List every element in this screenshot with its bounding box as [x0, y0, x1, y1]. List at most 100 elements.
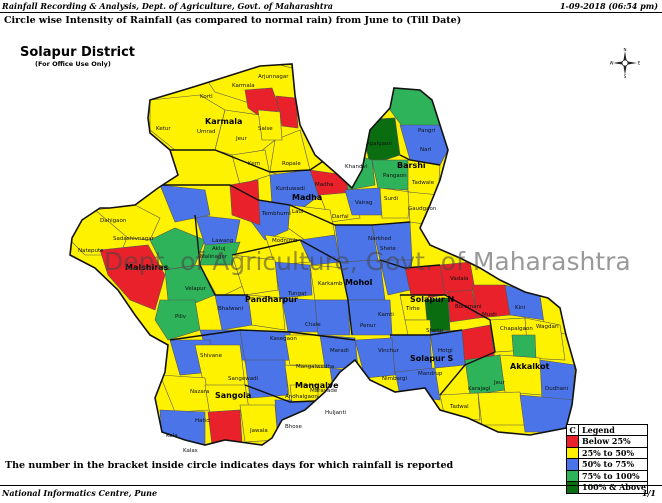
circle-label: Khandvi — [345, 164, 368, 170]
circle-label: Tungat — [287, 291, 307, 297]
region-pandharpur[interactable] — [247, 294, 286, 331]
bracket-note: The number in the bracket inside circle … — [5, 460, 454, 471]
legend-swatch — [567, 482, 579, 493]
region-pandharpur-s[interactable] — [239, 329, 293, 363]
circle-label: Jawala — [249, 428, 268, 434]
circle-label: Velapur — [185, 286, 207, 292]
circle-label: Kasegaon — [270, 336, 297, 342]
circle-label: Narkhed — [368, 236, 391, 242]
circle-label: Tirhe — [405, 306, 420, 312]
circle-label: Bhose — [285, 424, 302, 430]
circle-label: Shelgi — [426, 328, 443, 334]
region-karajagi[interactable] — [499, 354, 543, 396]
region-kini[interactable] — [504, 284, 546, 321]
taluka-label-mangalve: Mangalve — [295, 381, 339, 390]
region-bhalwani[interactable] — [231, 254, 279, 296]
circle-label: Chapalgaon — [500, 326, 533, 332]
circle-label: Pangri — [418, 128, 436, 134]
circle-label: Arjunnagar — [258, 74, 289, 80]
circle-label: Karmala — [232, 83, 255, 89]
region-madha-west-red[interactable] — [229, 179, 261, 226]
circle-label: Nazara — [190, 389, 209, 395]
region-akluj[interactable] — [199, 241, 241, 266]
region-surdi[interactable] — [379, 187, 411, 219]
circle-label: Boramani — [455, 304, 482, 310]
circle-label: Musti — [482, 312, 497, 318]
circle-label: Umrad — [197, 129, 216, 135]
circle-label: Karkamb — [318, 281, 343, 287]
footer-page: 1/1 — [641, 488, 656, 498]
district-name: Solapur District — [20, 45, 136, 60]
circle-label: Gaudgaon — [408, 206, 437, 212]
circle-label: Karajagi — [468, 386, 491, 392]
circle-labels: Arjunnagar Karmala Kortl Umrad Jeur Ketu… — [78, 74, 569, 454]
legend-row: Below 25% — [567, 436, 647, 448]
taluka-label-barshi: Barshi — [397, 161, 426, 170]
circle-label: Jeur — [235, 136, 247, 142]
header-timestamp: 1-09-2018 (06:54 pm) — [559, 1, 658, 11]
legend-row: 75% to 100% — [567, 470, 647, 482]
circle-label: Mandrup — [418, 371, 443, 377]
circle-label: Nimbargi — [382, 376, 408, 382]
taluka-label-pandharpur: Pandharpur — [245, 295, 298, 304]
legend-row: 25% to 50% — [567, 447, 647, 459]
circle-label: Mangalwedha — [296, 364, 334, 370]
region-malshiras[interactable] — [99, 244, 166, 311]
circle-label: Tadwal — [449, 404, 469, 410]
taluka-label-karmala: Karmala — [205, 117, 242, 126]
region-sadashivnagar[interactable] — [149, 227, 206, 271]
circle-label: Laul — [292, 209, 304, 215]
legend-label: 100% & Above — [582, 482, 646, 492]
taluka-label-akkalkot: Akkalkot — [510, 362, 550, 371]
circle-label: Kini — [515, 305, 526, 311]
region-narl[interactable] — [399, 124, 449, 166]
region-vinchur[interactable] — [354, 337, 396, 379]
legend-swatch — [567, 447, 579, 458]
circle-label: Jeur — [493, 380, 505, 386]
taluka-label-solapur-s: Solapur S — [410, 354, 454, 363]
taluka-label-sangola: Sangola — [215, 391, 251, 400]
circle-label: Agalgaon — [366, 141, 392, 147]
region-tungat[interactable] — [274, 261, 313, 299]
circle-label: Kola — [166, 433, 178, 439]
region-chale[interactable] — [314, 299, 351, 336]
region-modnimb[interactable] — [264, 234, 311, 266]
compass-s: S — [624, 74, 627, 78]
region-piliv[interactable] — [154, 299, 201, 341]
watermark-text: Dept. of Agriculture, Govt. of Maharasht… — [104, 247, 631, 276]
circle-label: Modnimb — [272, 238, 298, 244]
header-agency: Rainfall Recording & Analysis, Dept. of … — [2, 1, 333, 11]
circle-label: Shivane — [200, 353, 223, 359]
compass-e: E — [638, 61, 640, 66]
region-velapur[interactable] — [164, 264, 216, 306]
circle-label: Hatid — [195, 418, 210, 424]
circle-label: Wagdari — [536, 324, 559, 330]
circle-label: Pangaon — [383, 173, 407, 179]
footer-bar: National Informatics Centre, Pune 1/1 — [0, 485, 662, 500]
legend-label: 75% to 100% — [582, 470, 640, 481]
circle-label: Maradi — [330, 348, 349, 354]
circle-label: Salse — [258, 126, 273, 132]
legend-swatch — [567, 459, 579, 470]
legend-label: 50% to 75% — [582, 459, 635, 469]
circle-label: Vairag — [355, 200, 372, 206]
circle-label: Chale — [305, 322, 321, 328]
circle-label: Darfal — [332, 214, 349, 220]
map-title: Circle wise Intensity of Rainfall (as co… — [4, 15, 462, 26]
circle-label: Surdi — [384, 196, 399, 202]
legend-swatch — [567, 436, 579, 447]
circle-label: Sadashivnagar — [113, 236, 155, 242]
region-malshiras-north[interactable] — [159, 184, 211, 223]
circle-label: Kalas — [183, 448, 198, 454]
circle-label: Natepute — [78, 248, 104, 254]
legend-label: 25% to 50% — [582, 447, 635, 458]
region-salse[interactable] — [257, 109, 283, 141]
region-akkalkot-s[interactable] — [477, 391, 526, 426]
circle-label: Narl — [420, 147, 432, 153]
circle-label: Penur — [360, 323, 376, 329]
circle-label: Kurduwadi — [276, 186, 305, 192]
circle-label: Kem — [248, 161, 260, 167]
legend-col-header: C — [567, 425, 579, 435]
